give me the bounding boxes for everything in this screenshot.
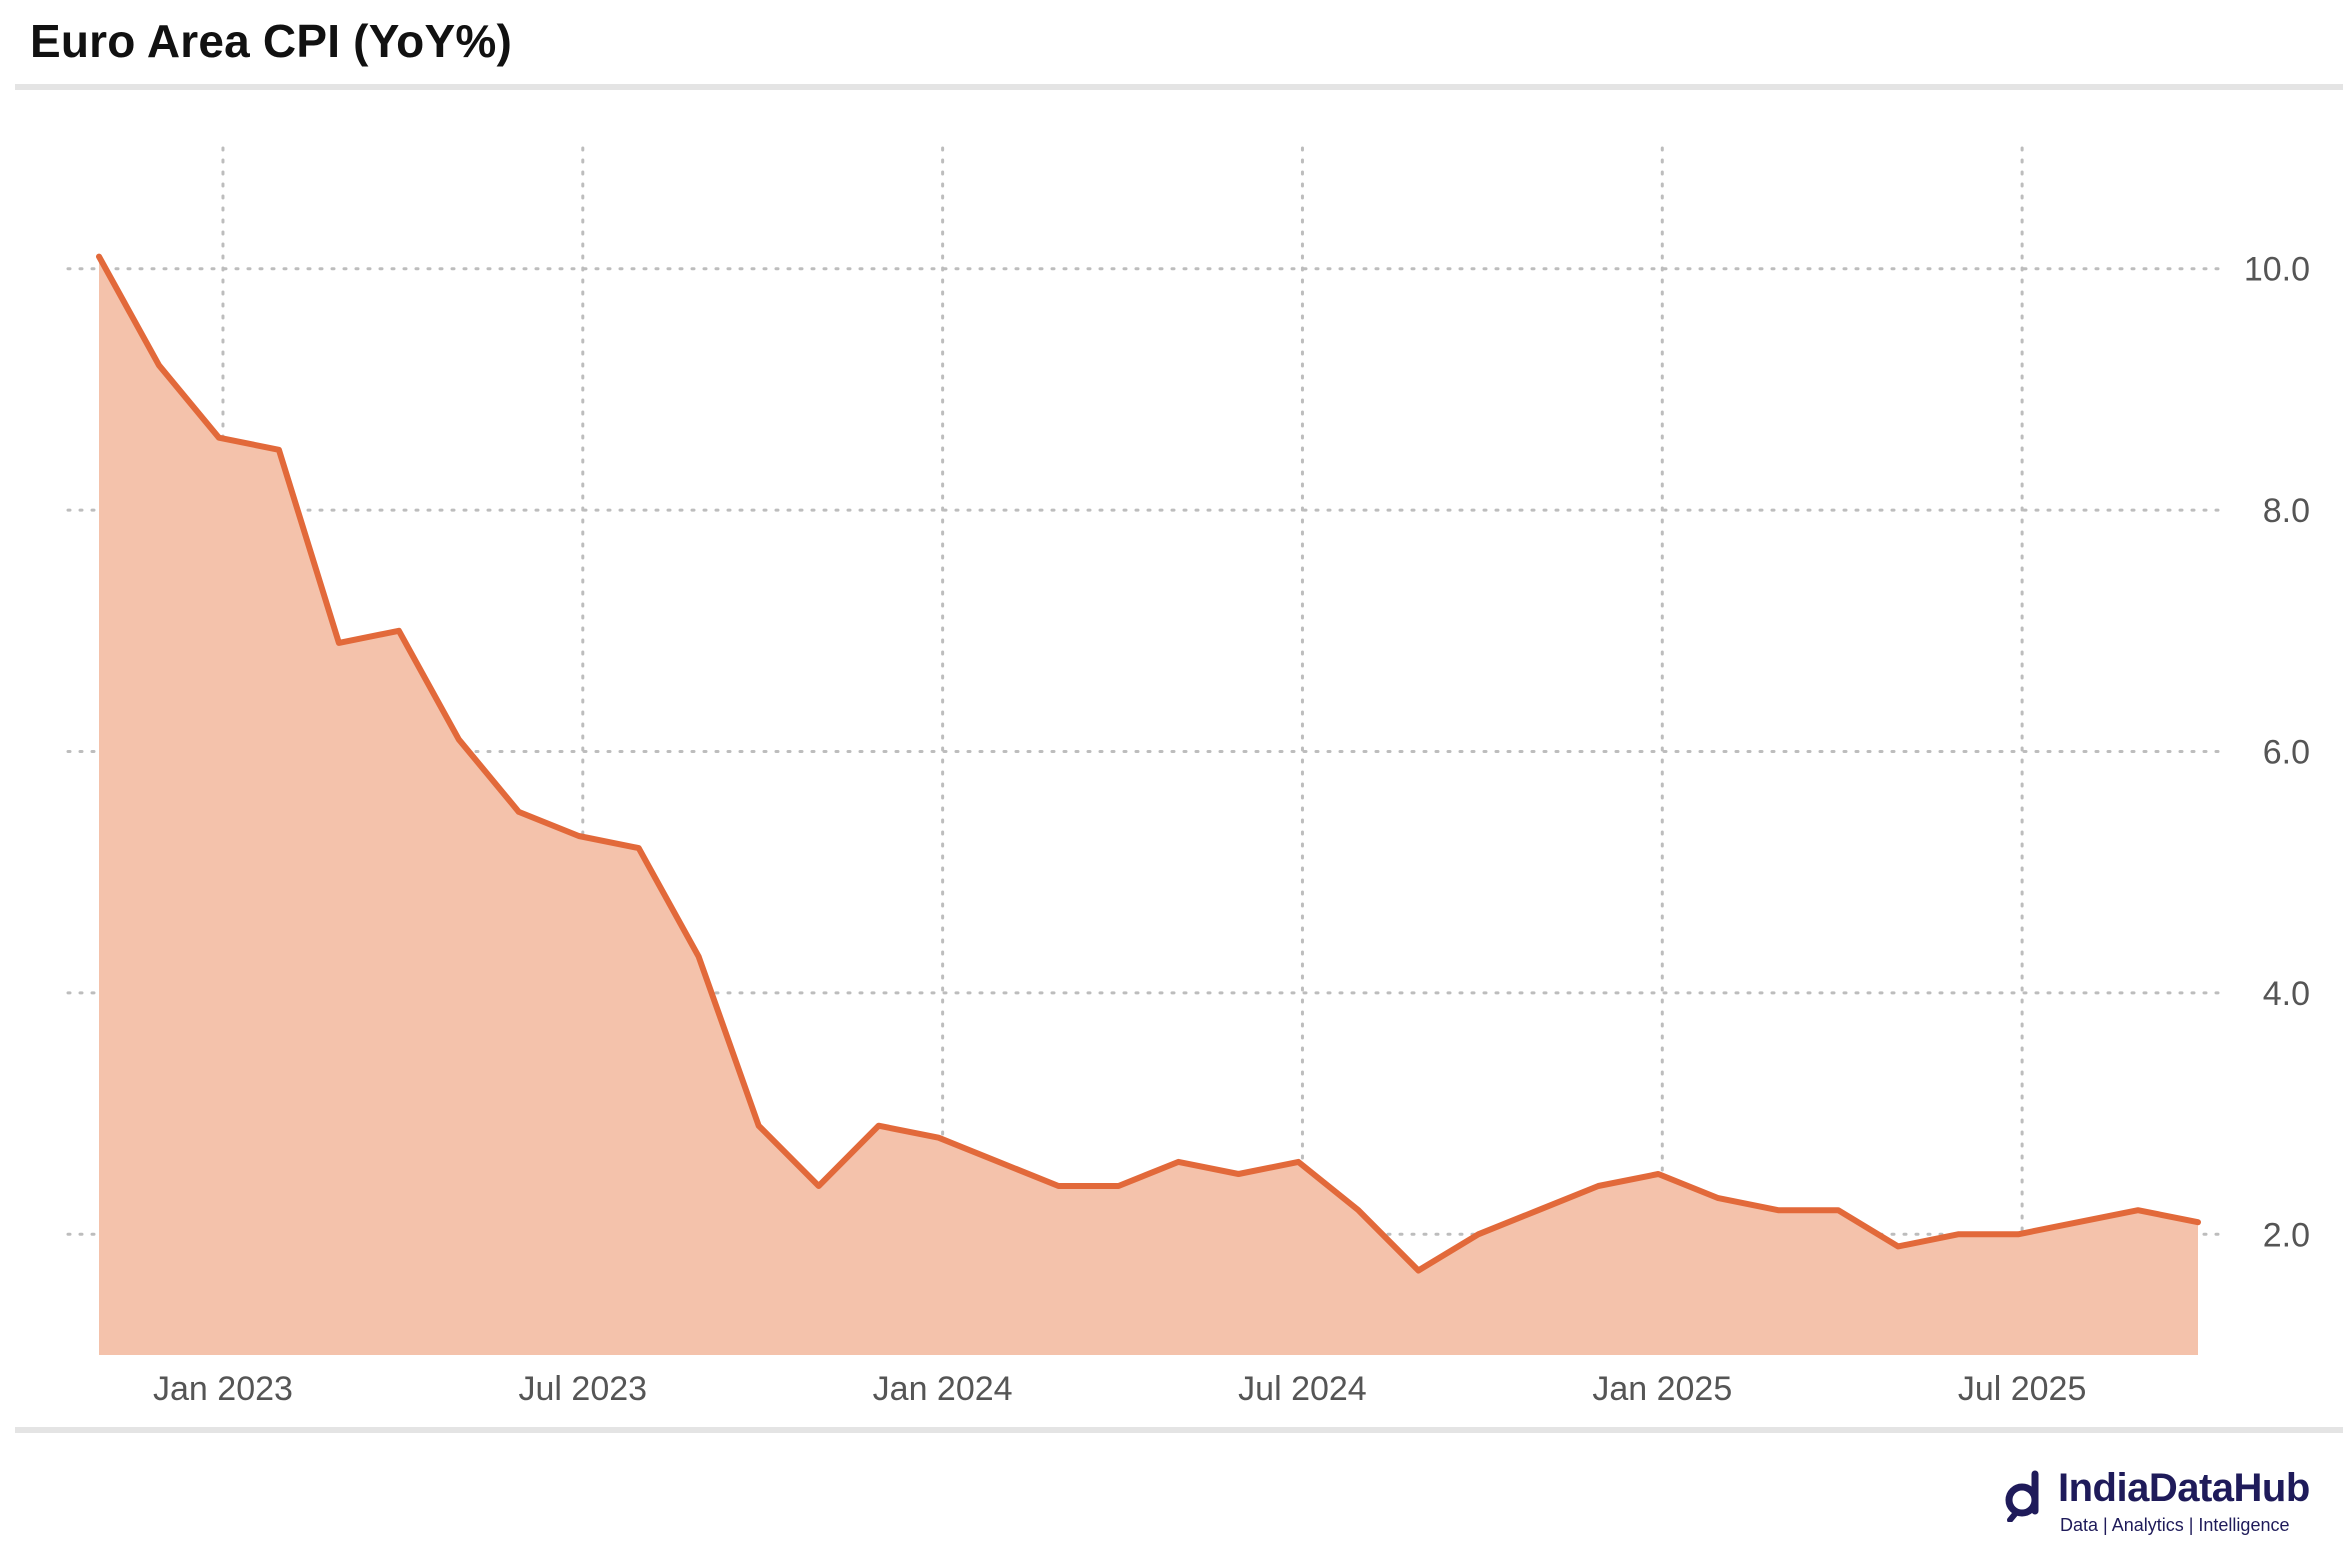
bottom-divider <box>15 1427 2343 1433</box>
x-tick-label: Jan 2025 <box>1592 1370 1732 1408</box>
x-tick-label: Jan 2024 <box>873 1370 1013 1408</box>
chart-title: Euro Area CPI (YoY%) <box>30 15 512 67</box>
logo-mark-icon <box>2005 1470 2039 1522</box>
x-axis-ticks: Jan 2023 Jul 2023 Jan 2024 Jul 2024 Jan 2025… <box>153 1370 2086 1408</box>
y-tick-label: 6.0 <box>2263 734 2310 772</box>
area-fill <box>99 256 2198 1356</box>
logo-name: IndiaDataHub <box>2058 1466 2310 1510</box>
x-tick-label: Jul 2023 <box>519 1370 648 1408</box>
y-tick-label: 8.0 <box>2263 492 2310 530</box>
y-tick-label: 10.0 <box>2244 251 2310 289</box>
indiadatahub-logo: IndiaDataHub Data | Analytics | Intellig… <box>2003 1466 2338 1536</box>
top-divider <box>15 84 2343 90</box>
x-tick-label: Jul 2025 <box>1958 1370 2087 1408</box>
x-tick-label: Jan 2023 <box>153 1370 293 1408</box>
y-tick-label: 2.0 <box>2263 1216 2310 1254</box>
y-tick-label: 4.0 <box>2263 975 2310 1013</box>
cpi-line <box>96 253 2201 1274</box>
y-axis-ticks: 2.0 4.0 6.0 8.0 10.0 <box>2244 251 2310 1255</box>
x-tick-label: Jul 2024 <box>1238 1370 1367 1408</box>
logo-tagline: Data | Analytics | Intelligence <box>2060 1515 2290 1535</box>
